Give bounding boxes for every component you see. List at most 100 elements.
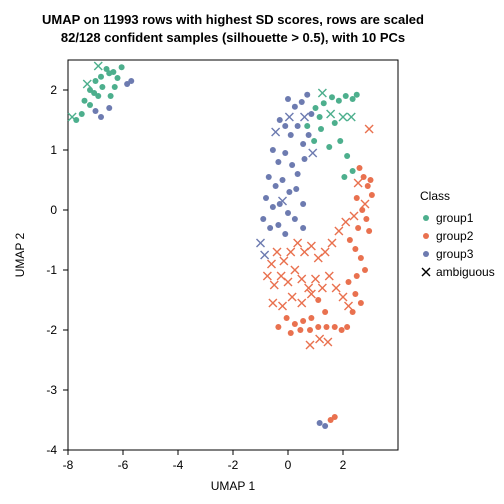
y-tick-label: -1 xyxy=(46,263,57,277)
data-point xyxy=(366,228,372,234)
data-point xyxy=(98,74,104,80)
data-point xyxy=(344,324,350,330)
x-tick-label: -6 xyxy=(118,458,129,472)
data-point xyxy=(260,216,266,222)
data-point xyxy=(275,222,281,228)
data-point xyxy=(329,94,335,100)
data-point xyxy=(270,147,276,153)
data-point xyxy=(300,225,306,231)
data-point xyxy=(302,156,308,162)
data-point xyxy=(292,321,298,327)
data-point xyxy=(352,246,358,252)
data-point xyxy=(295,171,301,177)
chart-title-line2: 82/128 confident samples (silhouette > 0… xyxy=(61,30,405,45)
data-point xyxy=(311,138,317,144)
umap-scatter-chart: UMAP on 11993 rows with highest SD score… xyxy=(0,0,504,504)
data-point xyxy=(368,177,374,183)
data-point xyxy=(358,255,364,261)
data-point xyxy=(344,153,350,159)
data-point xyxy=(273,183,279,189)
data-point xyxy=(307,327,313,333)
data-point xyxy=(93,78,99,84)
data-point xyxy=(288,132,294,138)
data-point xyxy=(293,186,299,192)
data-point xyxy=(304,123,310,129)
data-point xyxy=(365,183,371,189)
data-point xyxy=(289,162,295,168)
data-point xyxy=(275,159,281,165)
data-point xyxy=(332,120,338,126)
data-point xyxy=(267,225,273,231)
data-point xyxy=(339,327,345,333)
data-point xyxy=(317,420,323,426)
data-point xyxy=(270,204,276,210)
data-point xyxy=(263,195,269,201)
x-tick-label: -4 xyxy=(173,458,184,472)
data-point xyxy=(275,324,281,330)
data-point xyxy=(98,114,104,120)
y-tick-label: -2 xyxy=(46,323,57,337)
legend-item-label: group3 xyxy=(436,247,474,261)
data-point xyxy=(128,78,134,84)
data-point xyxy=(87,102,93,108)
data-point xyxy=(282,150,288,156)
legend-marker xyxy=(423,233,429,239)
legend-title: Class xyxy=(420,189,450,203)
data-point xyxy=(266,174,272,180)
data-point xyxy=(315,324,321,330)
data-point xyxy=(322,423,328,429)
data-point xyxy=(300,318,306,324)
data-point xyxy=(337,138,343,144)
data-point xyxy=(359,207,365,213)
chart-title-line1: UMAP on 11993 rows with highest SD score… xyxy=(42,12,424,27)
y-tick-label: 2 xyxy=(50,83,57,97)
data-point xyxy=(119,64,125,70)
data-point xyxy=(363,216,369,222)
data-point xyxy=(292,216,298,222)
data-point xyxy=(79,111,85,117)
data-point xyxy=(110,69,116,75)
legend-item-label: group2 xyxy=(436,229,474,243)
x-tick-label: -2 xyxy=(228,458,239,472)
data-point xyxy=(355,225,361,231)
data-point xyxy=(343,93,349,99)
data-point xyxy=(95,93,101,99)
data-point xyxy=(99,84,105,90)
data-point xyxy=(324,324,330,330)
data-point xyxy=(332,324,338,330)
data-point xyxy=(332,414,338,420)
data-point xyxy=(321,100,327,106)
x-tick-label: 0 xyxy=(285,458,292,472)
legend-item-label: group1 xyxy=(436,211,474,225)
data-point xyxy=(362,267,368,273)
data-point xyxy=(308,111,314,117)
data-point xyxy=(292,104,298,110)
data-point xyxy=(346,279,352,285)
data-point xyxy=(354,273,360,279)
data-point xyxy=(347,237,353,243)
data-point xyxy=(354,195,360,201)
data-point xyxy=(115,75,121,81)
data-point xyxy=(286,189,292,195)
y-tick-label: -3 xyxy=(46,383,57,397)
data-point xyxy=(369,192,375,198)
data-point xyxy=(300,201,306,207)
y-tick-label: 1 xyxy=(50,143,57,157)
data-point xyxy=(350,168,356,174)
data-point xyxy=(358,300,364,306)
data-point xyxy=(354,92,360,98)
data-point xyxy=(93,108,99,114)
x-tick-label: -8 xyxy=(63,458,74,472)
y-tick-label: 0 xyxy=(50,203,57,217)
data-point xyxy=(297,327,303,333)
data-point xyxy=(108,93,114,99)
data-point xyxy=(317,114,323,120)
data-point xyxy=(336,98,342,104)
data-point xyxy=(341,174,347,180)
data-point xyxy=(322,309,328,315)
data-point xyxy=(306,132,312,138)
data-point xyxy=(282,123,288,129)
data-point xyxy=(352,291,358,297)
y-axis-label: UMAP 2 xyxy=(13,232,27,277)
data-point xyxy=(112,84,118,90)
